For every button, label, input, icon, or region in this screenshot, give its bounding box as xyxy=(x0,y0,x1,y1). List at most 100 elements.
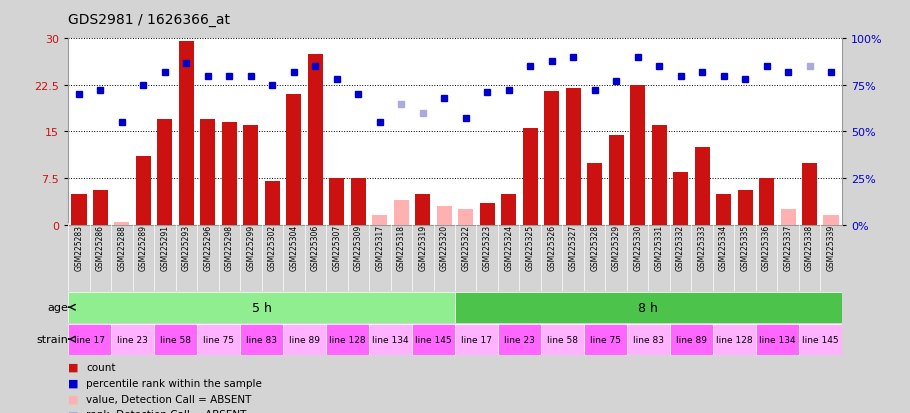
Text: GSM225318: GSM225318 xyxy=(397,224,406,270)
Text: 5 h: 5 h xyxy=(252,301,271,314)
Text: GSM225337: GSM225337 xyxy=(784,224,793,271)
Text: GSM225288: GSM225288 xyxy=(117,224,126,270)
Text: GDS2981 / 1626366_at: GDS2981 / 1626366_at xyxy=(68,13,230,27)
Bar xyxy=(455,324,498,355)
Text: GSM225336: GSM225336 xyxy=(762,224,771,271)
Bar xyxy=(243,126,258,225)
Bar xyxy=(111,324,154,355)
Text: GSM225306: GSM225306 xyxy=(311,224,319,271)
Text: GSM225298: GSM225298 xyxy=(225,224,234,270)
Text: age: age xyxy=(47,302,68,313)
Bar xyxy=(415,194,430,225)
Bar xyxy=(412,324,455,355)
Bar xyxy=(609,135,623,225)
Bar xyxy=(652,126,667,225)
Text: percentile rank within the sample: percentile rank within the sample xyxy=(86,378,262,388)
Bar xyxy=(522,129,538,225)
Text: GSM225334: GSM225334 xyxy=(719,224,728,271)
Text: GSM225299: GSM225299 xyxy=(247,224,256,271)
Bar xyxy=(197,324,240,355)
Bar xyxy=(670,324,713,355)
Text: ■: ■ xyxy=(68,362,79,372)
Bar xyxy=(501,194,516,225)
Bar xyxy=(713,324,756,355)
Bar xyxy=(584,324,627,355)
Bar xyxy=(781,210,795,225)
Text: GSM225328: GSM225328 xyxy=(591,224,599,270)
Text: line 128: line 128 xyxy=(716,335,753,344)
Text: GSM225329: GSM225329 xyxy=(612,224,621,271)
Text: line 134: line 134 xyxy=(759,335,795,344)
Bar xyxy=(240,324,283,355)
Text: line 89: line 89 xyxy=(289,335,320,344)
Bar xyxy=(222,123,237,225)
Text: line 145: line 145 xyxy=(802,335,839,344)
Text: GSM225330: GSM225330 xyxy=(633,224,642,271)
Bar xyxy=(455,292,842,323)
Bar xyxy=(287,95,301,225)
Bar xyxy=(541,324,584,355)
Text: value, Detection Call = ABSENT: value, Detection Call = ABSENT xyxy=(86,394,252,404)
Bar xyxy=(566,89,581,225)
Bar xyxy=(265,182,280,225)
Bar xyxy=(799,324,842,355)
Text: line 83: line 83 xyxy=(246,335,278,344)
Bar xyxy=(179,43,194,225)
Bar xyxy=(673,173,688,225)
Bar xyxy=(115,222,129,225)
Text: GSM225304: GSM225304 xyxy=(289,224,298,271)
Bar xyxy=(68,324,111,355)
Bar xyxy=(459,210,473,225)
Text: line 128: line 128 xyxy=(329,335,366,344)
Text: line 58: line 58 xyxy=(160,335,191,344)
Text: GSM225296: GSM225296 xyxy=(204,224,212,271)
Text: GSM225317: GSM225317 xyxy=(375,224,384,271)
Text: GSM225324: GSM225324 xyxy=(504,224,513,271)
Bar xyxy=(756,324,799,355)
Text: GSM225302: GSM225302 xyxy=(268,224,277,271)
Text: rank, Detection Call = ABSENT: rank, Detection Call = ABSENT xyxy=(86,409,247,413)
Bar xyxy=(544,92,560,225)
Text: GSM225323: GSM225323 xyxy=(482,224,491,271)
Text: line 58: line 58 xyxy=(547,335,578,344)
Bar xyxy=(587,163,602,225)
Text: GSM225309: GSM225309 xyxy=(354,224,363,271)
Text: GSM225293: GSM225293 xyxy=(182,224,191,271)
Bar xyxy=(498,324,541,355)
Bar xyxy=(72,194,86,225)
Bar xyxy=(154,324,197,355)
Text: GSM225322: GSM225322 xyxy=(461,224,470,270)
Text: GSM225326: GSM225326 xyxy=(547,224,556,271)
Bar xyxy=(136,157,151,225)
Bar xyxy=(627,324,670,355)
Text: GSM225286: GSM225286 xyxy=(96,224,105,270)
Text: GSM225327: GSM225327 xyxy=(569,224,578,271)
Text: count: count xyxy=(86,362,116,372)
Text: line 83: line 83 xyxy=(632,335,664,344)
Text: GSM225332: GSM225332 xyxy=(676,224,685,271)
Text: line 75: line 75 xyxy=(590,335,621,344)
Text: GSM225335: GSM225335 xyxy=(741,224,750,271)
Text: line 75: line 75 xyxy=(203,335,234,344)
Text: GSM225291: GSM225291 xyxy=(160,224,169,270)
Bar xyxy=(350,178,366,225)
Text: line 17: line 17 xyxy=(75,335,106,344)
Bar xyxy=(630,86,645,225)
Bar xyxy=(372,216,388,225)
Bar xyxy=(824,216,838,225)
Bar xyxy=(694,148,710,225)
Bar xyxy=(308,55,323,225)
Text: line 145: line 145 xyxy=(415,335,452,344)
Bar xyxy=(480,204,495,225)
Text: GSM225319: GSM225319 xyxy=(419,224,428,271)
Bar xyxy=(326,324,369,355)
Bar xyxy=(802,163,817,225)
Bar xyxy=(200,120,216,225)
Text: GSM225289: GSM225289 xyxy=(139,224,148,270)
Text: line 23: line 23 xyxy=(504,335,535,344)
Text: GSM225331: GSM225331 xyxy=(654,224,663,271)
Text: GSM225325: GSM225325 xyxy=(526,224,535,271)
Text: line 134: line 134 xyxy=(372,335,409,344)
Text: ■: ■ xyxy=(68,378,79,388)
Bar xyxy=(759,178,774,225)
